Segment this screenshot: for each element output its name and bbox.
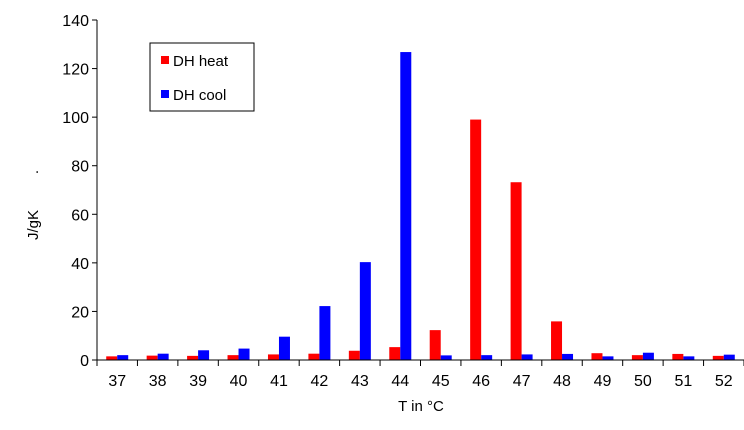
y-tick-label-80: 80 — [71, 159, 89, 176]
bar-heat-52 — [712, 355, 724, 360]
y-tick-label-20: 20 — [71, 304, 89, 321]
x-tick-label-45: 45 — [432, 373, 450, 390]
y-axis-title: J/gK — [25, 210, 42, 240]
y-tick-label-120: 120 — [62, 62, 89, 79]
legend-swatch-heat — [161, 56, 169, 64]
bar-cool-51 — [683, 356, 695, 360]
bar-heat-50 — [631, 355, 643, 360]
x-axis-title: T in °C — [398, 398, 444, 415]
bar-cool-52 — [723, 354, 735, 360]
bar-heat-40 — [227, 355, 239, 360]
bar-cool-39 — [198, 350, 210, 360]
bar-heat-37 — [106, 356, 118, 360]
x-tick-label-41: 41 — [270, 373, 288, 390]
x-tick-label-49: 49 — [594, 373, 612, 390]
x-tick-label-46: 46 — [472, 373, 490, 390]
x-tick-label-39: 39 — [189, 373, 207, 390]
legend-label-heat: DH heat — [173, 53, 229, 70]
bar-heat-39 — [187, 355, 199, 360]
x-tick-label-51: 51 — [674, 373, 692, 390]
bar-cool-38 — [157, 353, 169, 360]
bar-cool-42 — [319, 306, 331, 360]
bar-cool-37 — [117, 355, 129, 360]
bar-heat-44 — [389, 347, 401, 360]
bar-cool-41 — [278, 336, 290, 360]
x-tick-label-52: 52 — [715, 373, 733, 390]
bar-cool-45 — [440, 355, 452, 360]
y-tick-label-0: 0 — [80, 353, 89, 370]
y-tick-label-60: 60 — [71, 207, 89, 224]
x-tick-label-47: 47 — [513, 373, 531, 390]
bar-heat-51 — [672, 353, 684, 360]
y-axis-mark: . — [25, 170, 42, 174]
bar-cool-50 — [642, 352, 654, 360]
bar-cool-40 — [238, 348, 250, 360]
bar-heat-48 — [551, 321, 563, 360]
legend-box — [149, 42, 255, 112]
bar-cool-43 — [359, 262, 371, 360]
y-tick-label-40: 40 — [71, 256, 89, 273]
x-tick-label-44: 44 — [391, 373, 409, 390]
x-tick-label-50: 50 — [634, 373, 652, 390]
bar-heat-47 — [510, 182, 522, 360]
x-tick-label-43: 43 — [351, 373, 369, 390]
bar-heat-42 — [308, 353, 320, 360]
x-tick-label-48: 48 — [553, 373, 571, 390]
bar-cool-44 — [400, 52, 412, 361]
bar-heat-38 — [146, 355, 158, 360]
bar-cool-48 — [562, 353, 574, 360]
plot-area — [106, 52, 735, 361]
x-tick-label-38: 38 — [149, 373, 167, 390]
x-tick-label-37: 37 — [108, 373, 126, 390]
x-tick-label-42: 42 — [311, 373, 329, 390]
bar-heat-43 — [348, 350, 360, 360]
legend-swatch-cool — [161, 90, 169, 98]
y-tick-label-100: 100 — [62, 110, 89, 127]
legend-label-cool: DH cool — [173, 87, 226, 104]
bar-cool-47 — [521, 354, 533, 360]
bar-heat-49 — [591, 353, 603, 360]
legend: DH heat DH cool — [149, 42, 255, 112]
bar-cool-49 — [602, 356, 614, 360]
x-tick-label-40: 40 — [230, 373, 248, 390]
bar-cool-46 — [481, 355, 493, 360]
bar-heat-46 — [470, 119, 482, 360]
axes: 0 20 40 60 80 100 120 140 37 38 39 40 41 42 43 44 45 46 47… — [62, 13, 744, 390]
bar-heat-41 — [267, 354, 279, 360]
y-tick-label-140: 140 — [62, 13, 89, 30]
bar-heat-45 — [429, 330, 441, 360]
